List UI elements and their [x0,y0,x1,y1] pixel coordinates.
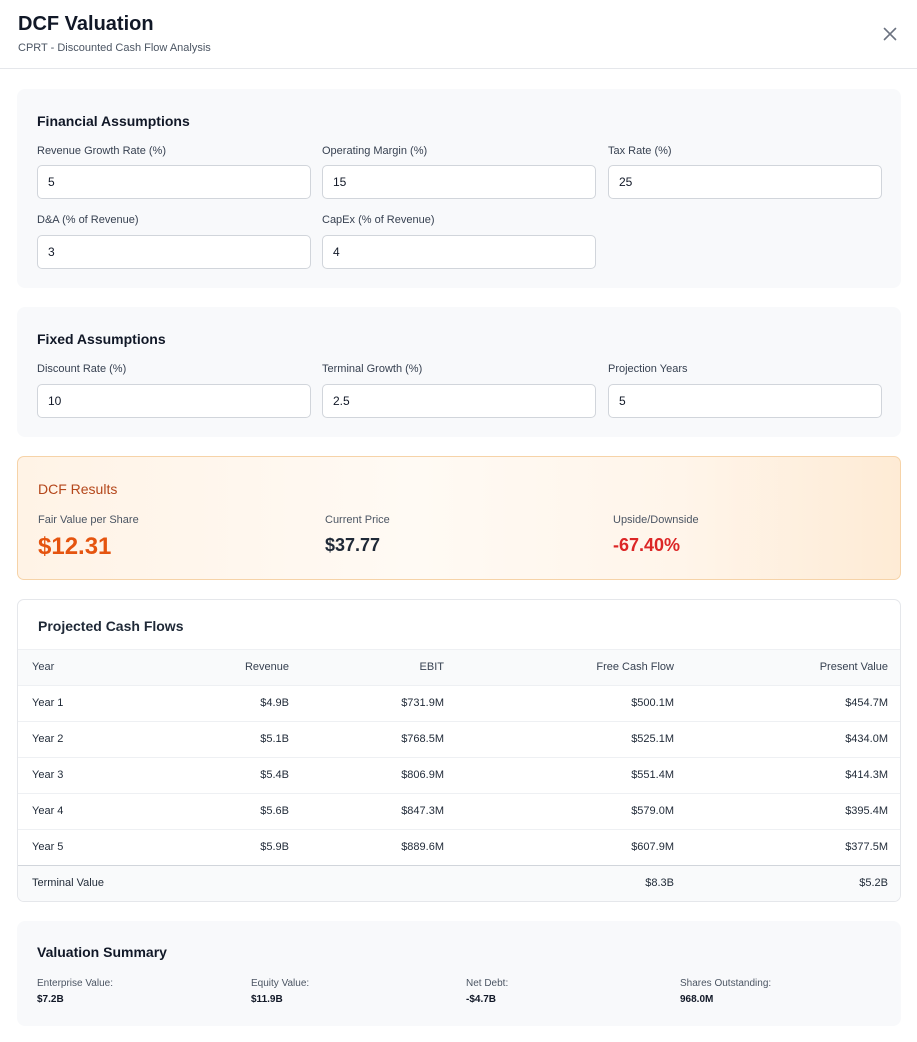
operating-margin-input[interactable] [322,165,596,199]
ebit-cell: $731.9M [401,697,444,709]
dcf-results-card: DCF Results Fair Value per Share $12.31 … [17,456,901,580]
table-row: Year 2 $5.1B $768.5M $525.1M $434.0M [18,721,900,757]
year-cell: Year 3 [32,769,64,781]
year-cell: Year 5 [32,841,64,853]
revenue-growth-input[interactable] [37,165,311,199]
revenue-cell: $5.6B [260,805,289,817]
discount-rate-label: Discount Rate (%) [37,363,127,375]
ebit-cell: $806.9M [401,769,444,781]
enterprise-value-value: $7.2B [37,994,64,1005]
fcf-cell: $525.1M [631,733,674,745]
table-row: Year 3 $5.4B $806.9M $551.4M $414.3M [18,757,900,793]
revenue-cell: $4.9B [260,697,289,709]
fcf-cell: $579.0M [631,805,674,817]
revenue-cell: $5.4B [260,769,289,781]
revenue-cell: $5.1B [260,733,289,745]
ebit-cell: $768.5M [401,733,444,745]
fixed-assumptions-card: Fixed Assumptions Discount Rate (%) Term… [17,307,901,437]
close-button[interactable] [880,24,900,44]
year-cell: Year 4 [32,805,64,817]
terminal-growth-label: Terminal Growth (%) [322,363,423,375]
section-title: Financial Assumptions [37,113,190,129]
da-label: D&A (% of Revenue) [37,214,139,226]
equity-value-label: Equity Value: [251,978,310,989]
fair-value-label: Fair Value per Share [38,514,139,526]
section-title: Projected Cash Flows [38,618,184,634]
column-header: EBIT [419,661,444,673]
terminal-value-row: Terminal Value $8.3B $5.2B [18,865,900,901]
fcf-cell: $607.9M [631,841,674,853]
capex-label: CapEx (% of Revenue) [322,214,435,226]
shares-outstanding-label: Shares Outstanding: [680,978,772,989]
upside-label: Upside/Downside [613,514,699,526]
pv-cell: $395.4M [845,805,888,817]
enterprise-value-label: Enterprise Value: [37,978,113,989]
ebit-cell: $889.6M [401,841,444,853]
pv-cell: $434.0M [845,733,888,745]
tax-rate-input[interactable] [608,165,882,199]
net-debt-value: -$4.7B [466,994,497,1005]
fair-value-value: $12.31 [38,533,112,560]
column-header: Present Value [819,661,888,673]
section-title: DCF Results [38,481,118,497]
equity-value-value: $11.9B [251,994,283,1005]
terminal-fcf-cell: $8.3B [645,877,674,889]
page-title: DCF Valuation [18,13,154,35]
modal-header: DCF Valuation CPRT - Discounted Cash Flo… [0,0,917,69]
tax-rate-label: Tax Rate (%) [608,145,672,157]
terminal-label: Terminal Value [32,877,104,889]
operating-margin-label: Operating Margin (%) [322,145,428,157]
section-title: Fixed Assumptions [37,331,166,347]
net-debt-label: Net Debt: [466,978,509,989]
da-input[interactable] [37,235,311,269]
pv-cell: $414.3M [845,769,888,781]
table-row: Year 4 $5.6B $847.3M $579.0M $395.4M [18,793,900,829]
column-header: Free Cash Flow [596,661,674,673]
capex-input[interactable] [322,235,596,269]
fcf-cell: $551.4M [631,769,674,781]
financial-assumptions-card: Financial Assumptions Revenue Growth Rat… [17,89,901,288]
projection-years-input[interactable] [608,384,882,418]
close-icon [883,27,897,41]
terminal-pv-cell: $5.2B [859,877,888,889]
fcf-cell: $500.1M [631,697,674,709]
upside-value: -67.40% [613,535,681,555]
current-price-value: $37.77 [325,535,381,555]
shares-outstanding-value: 968.0M [680,994,714,1005]
page-subtitle: CPRT - Discounted Cash Flow Analysis [18,42,211,54]
pv-cell: $377.5M [845,841,888,853]
current-price-label: Current Price [325,514,390,526]
discount-rate-input[interactable] [37,384,311,418]
ebit-cell: $847.3M [401,805,444,817]
column-header: Year [32,661,55,673]
column-header: Revenue [244,661,289,673]
section-title: Valuation Summary [37,944,167,960]
pv-cell: $454.7M [845,697,888,709]
year-cell: Year 1 [32,697,64,709]
table-row: Year 1 $4.9B $731.9M $500.1M $454.7M [18,685,900,721]
table-row: Year 5 $5.9B $889.6M $607.9M $377.5M [18,829,900,865]
projection-years-label: Projection Years [608,363,688,375]
projected-cash-flows-card: Projected Cash Flows Year Revenue EBIT F… [17,599,901,902]
revenue-growth-label: Revenue Growth Rate (%) [37,145,166,157]
revenue-cell: $5.9B [260,841,289,853]
terminal-growth-input[interactable] [322,384,596,418]
year-cell: Year 2 [32,733,64,745]
table-header-row: Year Revenue EBIT Free Cash Flow Present… [18,649,900,685]
valuation-summary-card: Valuation Summary Enterprise Value: $7.2… [17,921,901,1026]
